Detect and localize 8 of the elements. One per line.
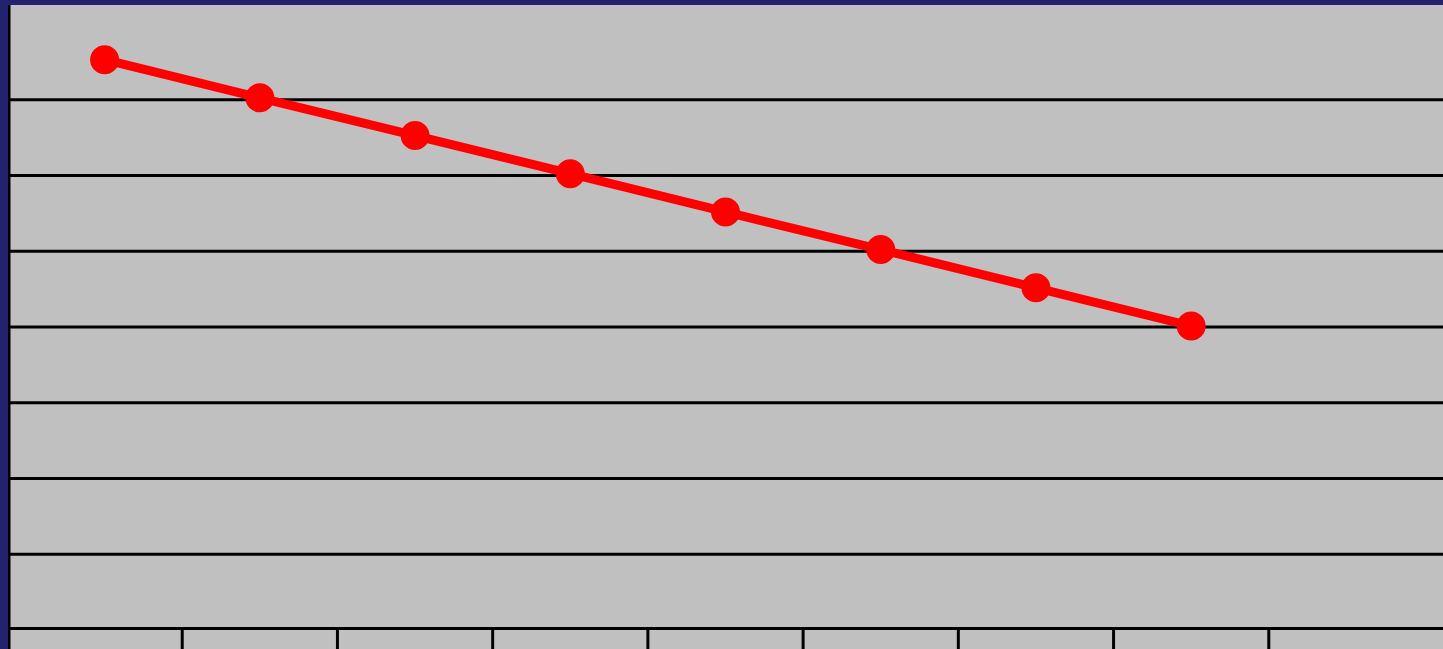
point — [1021, 273, 1051, 303]
point — [711, 197, 740, 227]
point — [90, 45, 120, 75]
point — [555, 159, 585, 189]
point — [245, 83, 275, 113]
point — [400, 121, 430, 150]
point — [1176, 311, 1206, 341]
point — [866, 235, 896, 265]
